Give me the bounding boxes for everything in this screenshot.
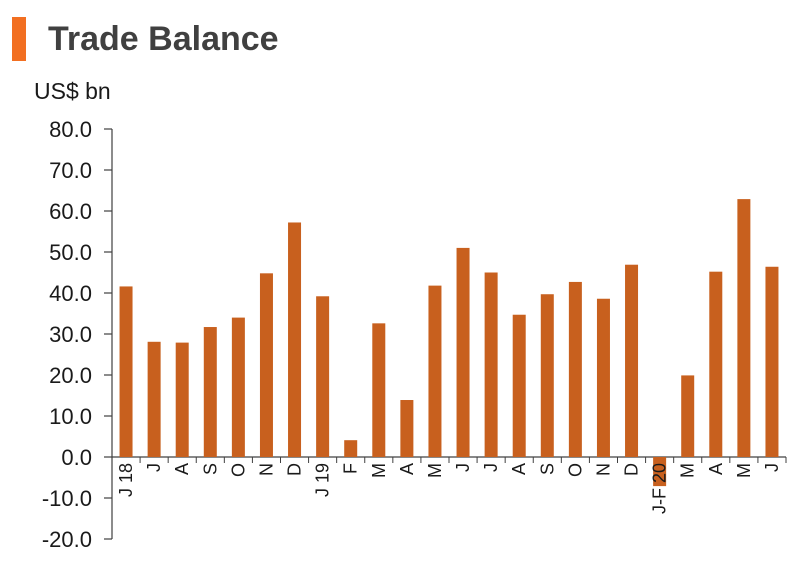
x-category-label: M	[425, 463, 445, 478]
x-category-label: J	[481, 463, 501, 472]
y-tick-label: 10.0	[49, 404, 92, 429]
bar	[456, 247, 470, 457]
x-category-label: A	[509, 463, 529, 475]
bar	[428, 285, 442, 457]
bar	[344, 440, 358, 457]
y-tick-label: 0.0	[61, 445, 92, 470]
bar	[400, 400, 414, 457]
bar	[737, 199, 751, 458]
x-category-label: J	[144, 463, 164, 472]
y-tick-label: 60.0	[49, 199, 92, 224]
x-category-label: S	[537, 463, 557, 475]
bar	[175, 342, 189, 457]
x-category-label: S	[200, 463, 220, 475]
bar	[316, 296, 330, 457]
bar	[288, 222, 302, 457]
bar	[653, 457, 667, 487]
y-tick-label: -20.0	[42, 527, 92, 552]
x-category-label: A	[397, 463, 417, 475]
y-tick-label: -10.0	[42, 486, 92, 511]
bar	[568, 281, 582, 457]
bar	[709, 271, 723, 457]
bar	[540, 294, 554, 457]
bar	[231, 317, 245, 457]
bar	[625, 264, 639, 457]
bar	[484, 272, 498, 457]
bar	[203, 327, 217, 457]
x-category-label: M	[678, 463, 698, 478]
bar	[372, 323, 386, 457]
x-category-label: N	[593, 463, 613, 476]
bar	[596, 298, 610, 457]
x-category-label: F	[341, 463, 361, 474]
title-accent-bar	[12, 17, 26, 61]
bar	[765, 266, 779, 457]
chart-title: Trade Balance	[48, 19, 279, 58]
bar	[259, 273, 273, 457]
bar	[147, 341, 161, 457]
x-category-label: D	[622, 463, 642, 476]
x-category-label: A	[172, 463, 192, 475]
x-category-label: J	[762, 463, 782, 472]
bar	[119, 286, 133, 457]
x-category-label: N	[256, 463, 276, 476]
x-category-label: J 19	[313, 463, 333, 497]
x-category-label: A	[706, 463, 726, 475]
chart-header: Trade Balance	[12, 16, 279, 62]
y-tick-label: 70.0	[49, 158, 92, 183]
x-category-label: O	[228, 463, 248, 477]
x-category-label: M	[734, 463, 754, 478]
y-tick-label: 30.0	[49, 322, 92, 347]
x-category-label: D	[285, 463, 305, 476]
y-tick-label: 50.0	[49, 240, 92, 265]
bar	[681, 375, 695, 457]
x-category-label: J	[453, 463, 473, 472]
y-tick-label: 40.0	[49, 281, 92, 306]
bar	[512, 314, 526, 457]
x-category-label: J 18	[116, 463, 136, 497]
x-category-label: M	[369, 463, 389, 478]
x-category-label: O	[565, 463, 585, 477]
y-axis-unit-label: US$ bn	[34, 78, 111, 104]
y-tick-label: 20.0	[49, 363, 92, 388]
x-category-label: J-F 20	[650, 463, 670, 514]
y-tick-label: 80.0	[49, 117, 92, 142]
